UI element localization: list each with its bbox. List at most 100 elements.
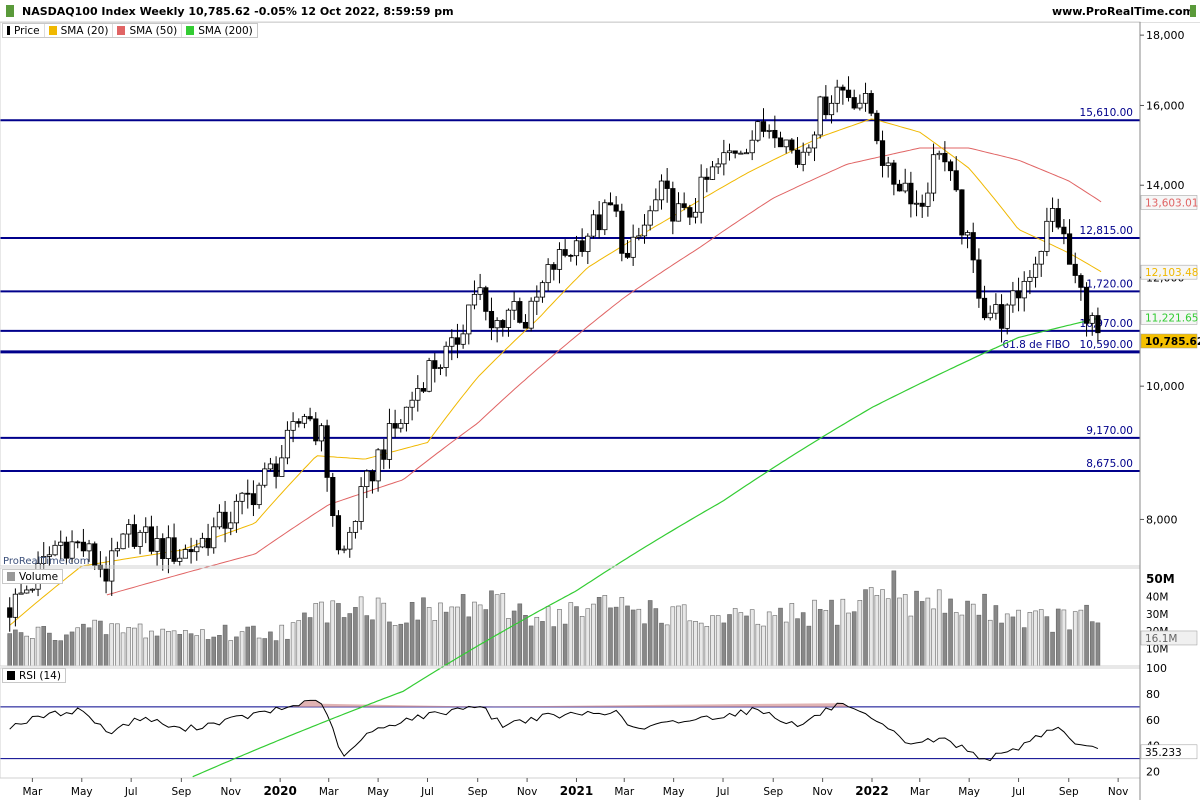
volume-bar — [908, 615, 914, 667]
candle-body — [409, 399, 415, 408]
volume-bar — [613, 606, 619, 667]
volume-bar — [98, 620, 103, 667]
rsi-panel-frame — [0, 667, 1141, 779]
volume-bar — [936, 589, 942, 667]
volume-bar — [466, 616, 472, 667]
volume-bar — [1016, 609, 1021, 667]
volume-bar — [1078, 609, 1084, 667]
volume-bar — [353, 607, 358, 667]
volume-bar — [698, 622, 704, 667]
legend-item[interactable]: SMA (200) — [182, 24, 256, 37]
candle-body — [488, 310, 495, 329]
volume-bar — [1072, 611, 1078, 667]
volume-bar — [58, 640, 64, 667]
candle-body — [868, 93, 874, 114]
ma-value-badge-bg — [1140, 310, 1198, 325]
candle-body — [590, 214, 597, 237]
volume-bar — [664, 624, 670, 667]
volume-bar — [285, 638, 290, 667]
volume-bar — [885, 598, 891, 667]
candle-body — [250, 493, 257, 506]
candle-body — [579, 240, 585, 252]
candle-body — [1072, 263, 1078, 276]
volume-bar — [245, 626, 251, 667]
volume-bar — [965, 600, 970, 667]
volume-bar — [324, 622, 330, 667]
x-tick-label: Mar — [910, 786, 930, 798]
x-tick-label: 2021 — [560, 784, 593, 798]
candle-body — [126, 524, 132, 535]
volume-bar — [115, 623, 120, 667]
volume-bar — [92, 619, 98, 667]
volume-bar — [330, 600, 336, 667]
value-badges: 13,603.01 12,103.48 11,221.65 10,785.62 16.1… — [1140, 195, 1200, 760]
candle-body — [613, 204, 619, 212]
candle-body — [641, 224, 648, 237]
candle-body — [103, 568, 109, 582]
volume-bar — [307, 617, 313, 667]
drag-handle-icon[interactable] — [6, 5, 14, 17]
candle-body — [12, 593, 18, 618]
volume-bar — [602, 595, 608, 667]
volume-bar — [143, 637, 149, 667]
chart-title: NASDAQ100 Index Weekly 10,785.62 -0.05% … — [22, 5, 454, 18]
candle-body — [29, 588, 35, 591]
window-handle-icon[interactable] — [1190, 5, 1196, 17]
volume-bar — [109, 623, 115, 667]
x-tick-label: May — [958, 786, 980, 798]
legend-item[interactable]: SMA (50) — [113, 24, 183, 37]
volume-bar — [704, 626, 710, 667]
candle-body — [511, 301, 517, 311]
volume-bar — [228, 640, 234, 667]
candle-body — [335, 515, 342, 551]
candle-body — [262, 468, 268, 486]
candle-body — [483, 287, 489, 312]
volume-bar — [755, 623, 761, 667]
candle-body — [160, 538, 166, 559]
volume-bar — [676, 605, 681, 667]
volume-bar — [993, 605, 999, 667]
candle-body — [664, 180, 670, 189]
volume-bar — [381, 602, 387, 667]
legend-item[interactable]: SMA (20) — [45, 24, 114, 37]
volume-tick-label: 10M — [1146, 644, 1168, 656]
volume-bar — [290, 622, 296, 667]
candle-body — [681, 203, 687, 208]
last-price-badge-bg — [1140, 333, 1198, 349]
candle-body — [715, 163, 721, 168]
candle-body — [902, 182, 908, 192]
candle-body — [477, 287, 483, 295]
volume-bar — [891, 570, 897, 667]
volume-bar — [880, 589, 885, 667]
candle-body — [1078, 275, 1084, 288]
candle-body — [987, 312, 993, 319]
candle-body — [874, 112, 880, 142]
candle-body — [137, 531, 143, 547]
candle-body — [970, 232, 976, 261]
x-tick-label: Mar — [614, 786, 634, 798]
volume-bar — [812, 599, 817, 667]
volume-bar — [443, 611, 449, 667]
sma50-line — [106, 147, 1102, 596]
candle-body — [919, 202, 925, 207]
volume-bar — [710, 615, 715, 667]
candle-body — [318, 425, 325, 442]
candle-body — [471, 293, 478, 306]
volume-bar — [976, 614, 982, 667]
watermark: ProRealTime.com — [3, 556, 90, 567]
candle-body — [182, 549, 189, 559]
volume-bar — [217, 635, 222, 667]
volume-bar — [387, 621, 392, 667]
volume-swatch-icon — [7, 572, 15, 581]
candle-body — [454, 337, 461, 345]
legend-item[interactable]: Price — [3, 24, 45, 37]
volume-bar — [693, 621, 698, 667]
candle-body — [211, 526, 217, 549]
candle-body — [862, 93, 869, 104]
volume-bar — [1004, 613, 1010, 667]
candle-body — [1049, 208, 1056, 222]
candle-body — [352, 521, 359, 533]
volume-bar — [75, 627, 81, 667]
volume-bar — [1038, 609, 1044, 667]
